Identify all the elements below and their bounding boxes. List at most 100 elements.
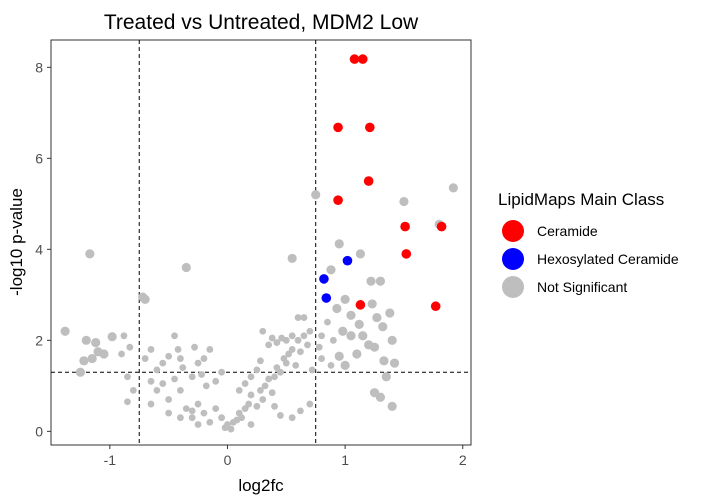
- data-point: [365, 122, 375, 133]
- y-axis: 0 2 4 6 8: [35, 59, 51, 439]
- data-point: [308, 366, 316, 374]
- data-point: [349, 54, 360, 64]
- data-point: [288, 346, 296, 353]
- data-point: [311, 190, 321, 200]
- data-point: [194, 421, 202, 428]
- data-point: [107, 332, 117, 342]
- data-point: [188, 414, 196, 422]
- data-point: [188, 373, 196, 381]
- data-point: [235, 386, 243, 394]
- data-point: [206, 418, 214, 426]
- data-point: [294, 314, 302, 321]
- data-point: [363, 176, 374, 186]
- data-point: [399, 196, 409, 207]
- data-point: [324, 318, 331, 326]
- data-point: [253, 366, 261, 374]
- y-axis-title: -log10 p-value: [7, 188, 26, 296]
- data-point: [315, 343, 323, 351]
- data-point: [338, 326, 348, 336]
- data-point: [306, 327, 314, 335]
- data-point: [202, 382, 210, 390]
- data-point: [288, 332, 296, 340]
- data-point: [241, 380, 249, 387]
- data-point: [188, 407, 196, 415]
- data-point: [247, 373, 255, 381]
- x-tick-label: 2: [459, 452, 467, 468]
- y-tick-label: 2: [35, 332, 43, 348]
- legend-key: [502, 248, 524, 270]
- data-point: [326, 265, 336, 275]
- data-point: [354, 319, 364, 330]
- data-point: [147, 377, 155, 385]
- data-point: [138, 292, 148, 302]
- data-point: [218, 368, 225, 376]
- data-point: [194, 400, 202, 408]
- data-point: [200, 355, 208, 362]
- y-tick-label: 6: [35, 150, 43, 166]
- data-point: [355, 300, 366, 310]
- data-point: [165, 396, 173, 403]
- data-point: [340, 360, 350, 370]
- data-point: [268, 334, 276, 342]
- data-point: [401, 249, 412, 259]
- data-point: [257, 386, 264, 394]
- data-point: [378, 322, 388, 332]
- data-point: [79, 356, 89, 366]
- data-point: [436, 221, 447, 232]
- data-point: [318, 332, 325, 340]
- data-point: [346, 310, 356, 320]
- data-point: [218, 414, 225, 422]
- data-point: [366, 276, 376, 286]
- data-point: [75, 367, 86, 377]
- data-point: [352, 349, 362, 359]
- data-point: [118, 350, 125, 358]
- data-point: [265, 375, 273, 383]
- data-point: [221, 424, 229, 432]
- data-point: [212, 377, 220, 385]
- data-point: [369, 388, 380, 398]
- x-tick-label: -1: [104, 452, 117, 468]
- data-point: [297, 407, 304, 415]
- data-point: [282, 336, 290, 344]
- data-point: [367, 299, 377, 309]
- data-point: [333, 122, 343, 133]
- legend-key: [502, 276, 524, 298]
- data-point: [304, 341, 311, 349]
- x-tick-label: 1: [341, 452, 349, 468]
- data-point: [357, 54, 368, 64]
- legend: LipidMaps Main Class Ceramide Hexosylated…: [498, 190, 679, 298]
- data-point: [369, 342, 380, 352]
- data-point: [327, 361, 335, 369]
- data-point: [60, 326, 70, 336]
- data-point: [120, 332, 128, 340]
- x-axis-title: log2fc: [238, 476, 284, 495]
- data-point: [358, 331, 368, 341]
- data-point: [321, 293, 332, 303]
- data-point: [333, 195, 343, 205]
- data-point: [292, 361, 300, 369]
- data-point: [99, 349, 109, 359]
- data-point: [81, 335, 91, 345]
- data-point: [124, 373, 131, 381]
- data-point: [282, 359, 290, 367]
- y-tick-label: 8: [35, 59, 43, 75]
- data-point: [245, 400, 253, 408]
- data-point: [277, 368, 284, 376]
- data-point: [141, 355, 149, 362]
- data-point: [194, 359, 202, 367]
- legend-key: [502, 220, 524, 242]
- data-point: [265, 341, 273, 349]
- data-point: [387, 335, 397, 345]
- data-point: [165, 352, 173, 360]
- data-point: [342, 255, 353, 266]
- data-point: [271, 373, 278, 381]
- data-point: [179, 364, 187, 372]
- data-point: [159, 359, 167, 367]
- data-point: [261, 382, 269, 390]
- data-point: [287, 253, 297, 264]
- data-point: [259, 396, 267, 403]
- data-point: [85, 249, 95, 259]
- x-axis: -1 0 1 2: [104, 445, 467, 468]
- data-point: [171, 375, 178, 383]
- data-point: [165, 409, 173, 417]
